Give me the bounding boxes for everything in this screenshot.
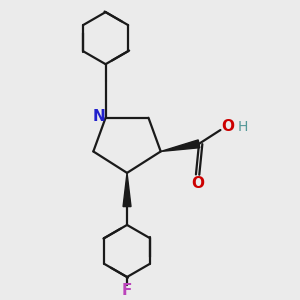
- Text: H: H: [237, 120, 248, 134]
- Text: O: O: [222, 119, 235, 134]
- Polygon shape: [123, 173, 131, 207]
- Text: F: F: [122, 283, 132, 298]
- Text: N: N: [92, 109, 105, 124]
- Polygon shape: [161, 140, 200, 152]
- Text: O: O: [191, 176, 204, 191]
